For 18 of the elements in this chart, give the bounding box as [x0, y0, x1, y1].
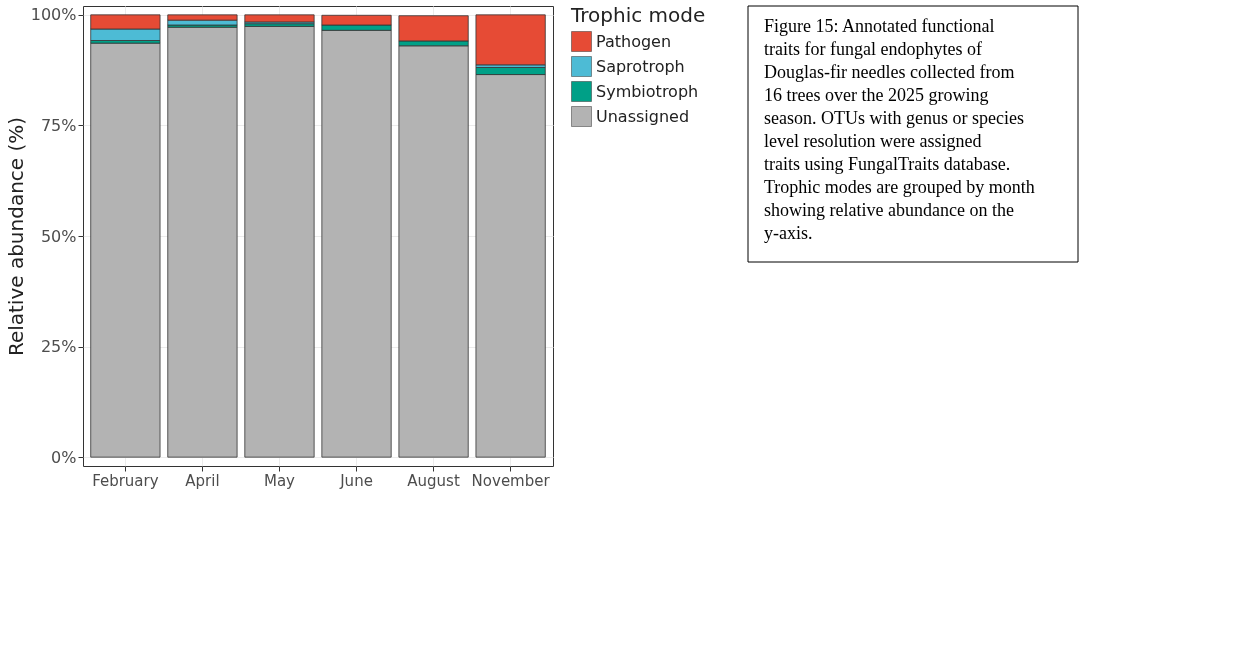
y-tick-label: 75%	[40, 115, 77, 135]
legend-title: Trophic mode	[570, 3, 706, 27]
y-tick-label: 50%	[40, 226, 77, 246]
x-tick-label: June	[339, 471, 373, 490]
legend-label: Symbiotroph	[596, 81, 699, 101]
y-axis-title: Relative abundance (%)	[3, 116, 28, 357]
x-tick-label: November	[471, 471, 551, 490]
legend-label: Unassigned	[596, 106, 690, 126]
y-tick-label: 100%	[30, 5, 77, 25]
x-tick-label: August	[407, 471, 460, 490]
legend-label: Pathogen	[596, 31, 672, 51]
legend-label: Saprotroph	[596, 56, 685, 76]
text: Figure 15: Annotated functional traits for fungal endophytes of Douglas-fir needles collected from 16 trees over the 2025 growing season. OTUs with genus or species level resolution were assigned traits using FungalTraits database. Trophic modes are grouped by month showing relative abundance on the y-axis.	[764, 16, 1035, 243]
x-tick-label: May	[263, 471, 296, 490]
x-tick-label: February	[92, 471, 159, 490]
y-tick-label: 25%	[40, 337, 77, 357]
x-tick-label: April	[185, 471, 220, 490]
y-tick-label: 0%	[51, 447, 77, 467]
